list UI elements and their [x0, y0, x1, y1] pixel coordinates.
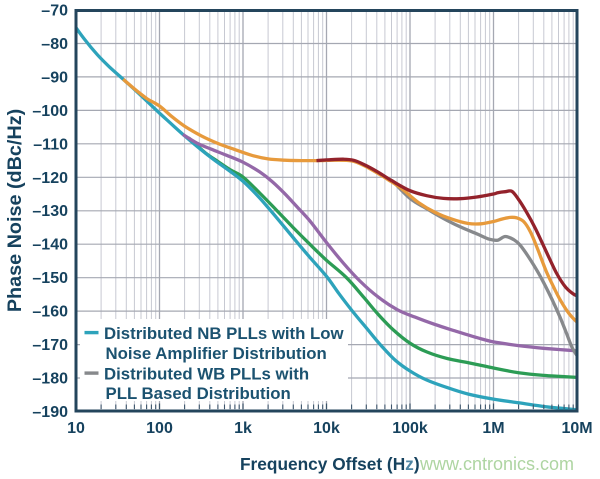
- svg-text:–190: –190: [32, 404, 68, 421]
- svg-text:–100: –100: [32, 103, 68, 120]
- svg-text:–150: –150: [32, 270, 68, 287]
- svg-text:–170: –170: [32, 337, 68, 354]
- svg-text:Distributed WB PLLs with: Distributed WB PLLs with: [104, 365, 309, 384]
- svg-text:10M: 10M: [561, 420, 592, 437]
- svg-text:–90: –90: [41, 69, 68, 86]
- svg-text:–80: –80: [41, 36, 68, 53]
- svg-text:–180: –180: [32, 371, 68, 388]
- svg-text:10: 10: [67, 420, 85, 437]
- svg-text:–140: –140: [32, 237, 68, 254]
- svg-text:10k: 10k: [313, 420, 340, 437]
- svg-text:Distributed NB PLLs with Low: Distributed NB PLLs with Low: [104, 324, 345, 343]
- svg-text:Frequency Offset (Hz): Frequency Offset (Hz): [240, 454, 420, 474]
- svg-text:–160: –160: [32, 304, 68, 321]
- svg-text:1M: 1M: [482, 420, 504, 437]
- svg-text:1k: 1k: [234, 420, 252, 437]
- svg-text:Phase Noise (dBc/Hz): Phase Noise (dBc/Hz): [4, 109, 26, 312]
- svg-text:PLL Based Distribution: PLL Based Distribution: [106, 384, 291, 403]
- svg-text:–120: –120: [32, 170, 68, 187]
- svg-text:100k: 100k: [392, 420, 428, 437]
- svg-text:100: 100: [146, 420, 173, 437]
- svg-text:–130: –130: [32, 203, 68, 220]
- svg-text:www.cntronics.com: www.cntronics.com: [419, 454, 574, 474]
- svg-text:Noise Amplifier Distribution: Noise Amplifier Distribution: [106, 344, 327, 363]
- svg-text:–110: –110: [33, 136, 68, 153]
- svg-text:–70: –70: [41, 3, 68, 20]
